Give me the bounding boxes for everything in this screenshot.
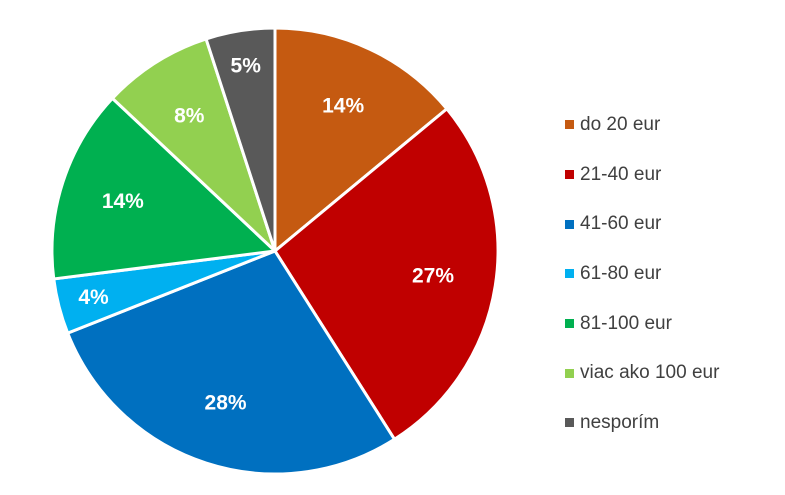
legend-label: 61-80 eur: [580, 262, 662, 284]
legend-item: nesporím: [565, 398, 719, 448]
legend-swatch: [565, 368, 574, 378]
pie-slice-2: [273, 107, 500, 441]
legend-label: 81-100 eur: [580, 312, 672, 334]
legend-swatch: [565, 120, 574, 130]
slice-value-label: 28%: [205, 392, 247, 415]
legend-label: do 20 eur: [580, 113, 661, 135]
legend: do 20 eur 21-40 eur 41-60 eur 61-80 eur 81-1…: [565, 100, 719, 448]
legend-item: do 20 eur: [565, 100, 719, 150]
slice-value-label: 8%: [174, 104, 205, 127]
pie-slice-5: [50, 96, 277, 281]
legend-item: viac ako 100 eur: [565, 348, 719, 398]
legend-label: 21-40 eur: [580, 163, 662, 185]
legend-item: 21-40 eur: [565, 150, 719, 200]
legend-swatch: [565, 269, 574, 279]
slice-value-label: 14%: [102, 190, 144, 213]
pie-slice-6: [110, 37, 277, 253]
slice-value-label: 14%: [322, 95, 364, 118]
legend-swatch: [565, 219, 574, 229]
pie-slice-3: [66, 249, 396, 476]
legend-item: 61-80 eur: [565, 249, 719, 299]
legend-label: nesporím: [580, 411, 660, 433]
legend-label: 41-60 eur: [580, 213, 662, 235]
legend-item: 41-60 eur: [565, 199, 719, 249]
legend-item: 81-100 eur: [565, 299, 719, 349]
pie-slice-7: [204, 26, 277, 253]
legend-swatch: [565, 418, 574, 428]
legend-swatch: [565, 170, 574, 180]
slice-value-label: 27%: [412, 265, 454, 288]
legend-label: viac ako 100 eur: [580, 362, 720, 384]
slice-value-label: 5%: [231, 54, 262, 77]
pie-slice-1: [273, 26, 449, 253]
legend-swatch: [565, 319, 574, 329]
slice-value-label: 4%: [78, 286, 109, 309]
